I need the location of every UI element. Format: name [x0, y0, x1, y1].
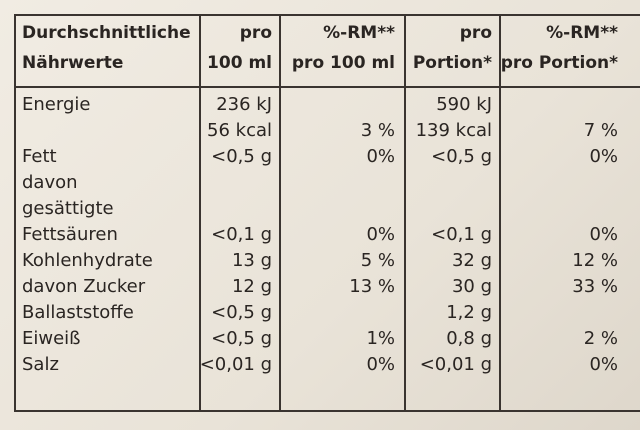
nutrient-value: 56 kcal	[207, 120, 272, 141]
nutrient-value: <0,01 g	[419, 354, 492, 375]
header-cell: %-RM**	[546, 23, 618, 43]
nutrient-name: gesättigte	[22, 198, 114, 219]
nutrient-name: davon Zucker	[22, 276, 146, 297]
nutrient-value: <0,1 g	[431, 224, 492, 245]
bottom-separator	[14, 410, 640, 412]
header-cell: pro	[239, 23, 272, 43]
nutrient-name: davon	[22, 172, 78, 193]
column-separator	[404, 14, 406, 412]
nutrient-value: 0%	[589, 146, 618, 167]
header-cell: %-RM**	[323, 23, 395, 43]
nutrient-value: <0,5 g	[211, 328, 272, 349]
nutrient-value: 236 kJ	[216, 94, 272, 115]
header-cell: Portion*	[412, 53, 492, 73]
column-separator	[279, 14, 281, 412]
nutrient-value: 0%	[366, 224, 395, 245]
nutrient-value: 12 g	[231, 276, 272, 297]
nutrient-value: 0%	[366, 354, 395, 375]
nutrient-value: 13 %	[349, 276, 395, 297]
nutrient-name: Energie	[22, 94, 91, 115]
nutrient-name: Kohlenhydrate	[22, 250, 153, 271]
nutrient-value: <0,5 g	[211, 302, 272, 323]
nutrient-value: 0%	[589, 354, 618, 375]
nutrient-name: Ballaststoffe	[22, 302, 134, 323]
header-cell: pro Portion*	[500, 53, 618, 73]
nutrient-name: Fettsäuren	[22, 224, 118, 245]
header-separator	[14, 86, 640, 88]
nutrient-value: 1,2 g	[446, 302, 492, 323]
header-cell: Durchschnittliche	[22, 23, 191, 43]
nutrient-value: 2 %	[583, 328, 618, 349]
nutrient-name: Fett	[22, 146, 57, 167]
nutrient-value: 7 %	[583, 120, 618, 141]
nutrient-name: Salz	[22, 354, 59, 375]
column-separator	[199, 14, 201, 412]
nutrient-value: 3 %	[360, 120, 395, 141]
nutrient-value: 12 %	[572, 250, 618, 271]
header-cell: pro	[459, 23, 492, 43]
nutrient-value: <0,01 g	[199, 354, 272, 375]
nutrient-value: 0,8 g	[446, 328, 492, 349]
nutrient-value: 5 %	[360, 250, 395, 271]
nutrient-value: 0%	[366, 146, 395, 167]
nutrient-value: 590 kJ	[436, 94, 492, 115]
nutrient-value: 32 g	[451, 250, 492, 271]
nutrient-value: <0,5 g	[211, 146, 272, 167]
nutrient-value: 0%	[589, 224, 618, 245]
header-cell: pro 100 ml	[291, 53, 395, 73]
nutrient-value: 1%	[366, 328, 395, 349]
nutrient-value: 30 g	[451, 276, 492, 297]
header-cell: Nährwerte	[22, 53, 124, 73]
header-cell: 100 ml	[207, 53, 272, 73]
nutrient-value: 139 kcal	[415, 120, 492, 141]
nutrient-value: 13 g	[231, 250, 272, 271]
column-separator	[499, 14, 501, 412]
nutrient-name: Eiweiß	[22, 328, 81, 349]
nutrient-value: 33 %	[572, 276, 618, 297]
nutrient-value: <0,1 g	[211, 224, 272, 245]
nutrient-value: <0,5 g	[431, 146, 492, 167]
